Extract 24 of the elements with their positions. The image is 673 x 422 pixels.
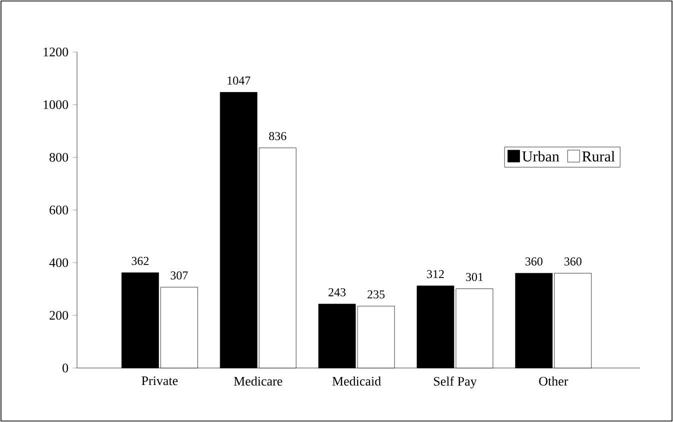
y-tick-label: 1200 [44, 48, 68, 56]
x-tick-label: Self Pay [434, 376, 477, 388]
data-label: 836 [269, 132, 286, 140]
x-tick-label: Private [142, 376, 178, 386]
x-tick-label: Medicaid [332, 376, 381, 386]
y-tick-label: 600 [50, 206, 68, 214]
data-label: 235 [368, 290, 385, 298]
legend-label: Urban [522, 150, 560, 162]
y-tick-label: 0 [62, 364, 68, 372]
y-tick-label: 800 [50, 152, 68, 162]
y-tick-label: 200 [50, 310, 68, 320]
y-tick-label: 400 [49, 258, 68, 268]
data-label: 362 [132, 256, 149, 265]
data-label: 312 [427, 270, 444, 278]
data-label: 360 [564, 257, 582, 266]
y-tick-label: 1000 [44, 100, 68, 110]
data-label: 360 [525, 257, 542, 266]
data-label: 301 [466, 272, 483, 282]
x-tick-label: Medicare [234, 376, 282, 386]
data-label: 307 [170, 271, 188, 280]
data-label: 1047 [228, 76, 250, 85]
x-tick-label: Other [539, 376, 568, 386]
legend-label: Rural [582, 150, 615, 162]
data-label: 243 [328, 288, 346, 296]
